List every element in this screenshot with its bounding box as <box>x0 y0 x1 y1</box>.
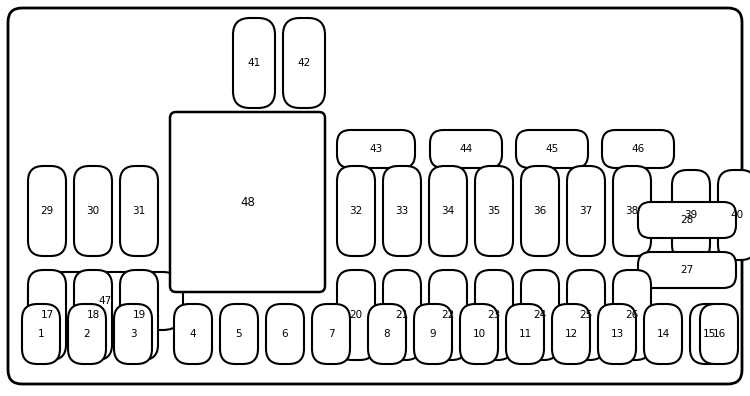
FancyBboxPatch shape <box>430 130 502 168</box>
Text: 40: 40 <box>730 210 743 220</box>
Text: 7: 7 <box>328 329 334 339</box>
Text: 33: 33 <box>395 206 409 216</box>
FancyBboxPatch shape <box>337 130 415 168</box>
FancyBboxPatch shape <box>28 272 183 330</box>
Text: 32: 32 <box>350 206 363 216</box>
Text: 30: 30 <box>86 206 100 216</box>
Text: 12: 12 <box>564 329 578 339</box>
FancyBboxPatch shape <box>475 166 513 256</box>
FancyBboxPatch shape <box>120 270 158 360</box>
FancyBboxPatch shape <box>521 270 559 360</box>
FancyBboxPatch shape <box>672 170 710 260</box>
Text: 8: 8 <box>384 329 390 339</box>
Text: 43: 43 <box>369 144 382 154</box>
FancyBboxPatch shape <box>638 252 736 288</box>
FancyBboxPatch shape <box>383 270 421 360</box>
FancyBboxPatch shape <box>120 166 158 256</box>
FancyBboxPatch shape <box>28 166 66 256</box>
Text: 37: 37 <box>579 206 592 216</box>
Text: 6: 6 <box>282 329 288 339</box>
FancyBboxPatch shape <box>567 270 605 360</box>
FancyBboxPatch shape <box>312 304 350 364</box>
FancyBboxPatch shape <box>460 304 498 364</box>
FancyBboxPatch shape <box>613 270 651 360</box>
FancyBboxPatch shape <box>174 304 212 364</box>
FancyBboxPatch shape <box>429 270 467 360</box>
Text: 34: 34 <box>441 206 454 216</box>
FancyBboxPatch shape <box>28 270 66 360</box>
FancyBboxPatch shape <box>68 304 106 364</box>
FancyBboxPatch shape <box>718 170 750 260</box>
Text: 42: 42 <box>297 58 310 68</box>
FancyBboxPatch shape <box>114 304 152 364</box>
FancyBboxPatch shape <box>170 112 325 292</box>
Text: 17: 17 <box>40 310 54 320</box>
FancyBboxPatch shape <box>602 130 674 168</box>
FancyBboxPatch shape <box>22 304 60 364</box>
Text: 25: 25 <box>579 310 592 320</box>
FancyBboxPatch shape <box>74 270 112 360</box>
FancyBboxPatch shape <box>521 166 559 256</box>
FancyBboxPatch shape <box>567 166 605 256</box>
Text: 13: 13 <box>610 329 624 339</box>
Text: 5: 5 <box>236 329 242 339</box>
Text: 31: 31 <box>132 206 146 216</box>
Text: 29: 29 <box>40 206 54 216</box>
Text: 38: 38 <box>626 206 638 216</box>
Text: 46: 46 <box>632 144 644 154</box>
Text: 16: 16 <box>712 329 725 339</box>
FancyBboxPatch shape <box>516 130 588 168</box>
Text: 1: 1 <box>38 329 44 339</box>
Text: 10: 10 <box>472 329 485 339</box>
FancyBboxPatch shape <box>638 202 736 238</box>
Text: 24: 24 <box>533 310 547 320</box>
Text: 15: 15 <box>702 329 715 339</box>
Text: 14: 14 <box>656 329 670 339</box>
FancyBboxPatch shape <box>220 304 258 364</box>
Text: 44: 44 <box>459 144 472 154</box>
FancyBboxPatch shape <box>383 166 421 256</box>
FancyBboxPatch shape <box>644 304 682 364</box>
Text: 22: 22 <box>441 310 454 320</box>
FancyBboxPatch shape <box>8 8 742 384</box>
FancyBboxPatch shape <box>414 304 452 364</box>
Text: 9: 9 <box>430 329 436 339</box>
Text: 18: 18 <box>86 310 100 320</box>
FancyBboxPatch shape <box>690 304 728 364</box>
FancyBboxPatch shape <box>700 304 738 364</box>
FancyBboxPatch shape <box>368 304 406 364</box>
Text: 28: 28 <box>680 215 694 225</box>
Text: 2: 2 <box>84 329 90 339</box>
Text: 26: 26 <box>626 310 638 320</box>
FancyBboxPatch shape <box>552 304 590 364</box>
Text: 48: 48 <box>240 196 255 209</box>
Text: 3: 3 <box>130 329 136 339</box>
FancyBboxPatch shape <box>598 304 636 364</box>
Text: 27: 27 <box>680 265 694 275</box>
FancyBboxPatch shape <box>283 18 325 108</box>
FancyBboxPatch shape <box>266 304 304 364</box>
Text: 21: 21 <box>395 310 409 320</box>
FancyBboxPatch shape <box>475 270 513 360</box>
FancyBboxPatch shape <box>429 166 467 256</box>
FancyBboxPatch shape <box>613 166 651 256</box>
Text: 11: 11 <box>518 329 532 339</box>
Text: 41: 41 <box>248 58 261 68</box>
Text: 4: 4 <box>190 329 196 339</box>
FancyBboxPatch shape <box>233 18 275 108</box>
FancyBboxPatch shape <box>74 166 112 256</box>
Text: 36: 36 <box>533 206 547 216</box>
Text: 19: 19 <box>132 310 146 320</box>
Text: 47: 47 <box>99 296 112 306</box>
Text: 23: 23 <box>488 310 501 320</box>
FancyBboxPatch shape <box>337 166 375 256</box>
Text: 20: 20 <box>350 310 362 320</box>
Text: 45: 45 <box>545 144 559 154</box>
Text: 35: 35 <box>488 206 501 216</box>
FancyBboxPatch shape <box>337 270 375 360</box>
FancyBboxPatch shape <box>506 304 544 364</box>
Text: 39: 39 <box>684 210 698 220</box>
